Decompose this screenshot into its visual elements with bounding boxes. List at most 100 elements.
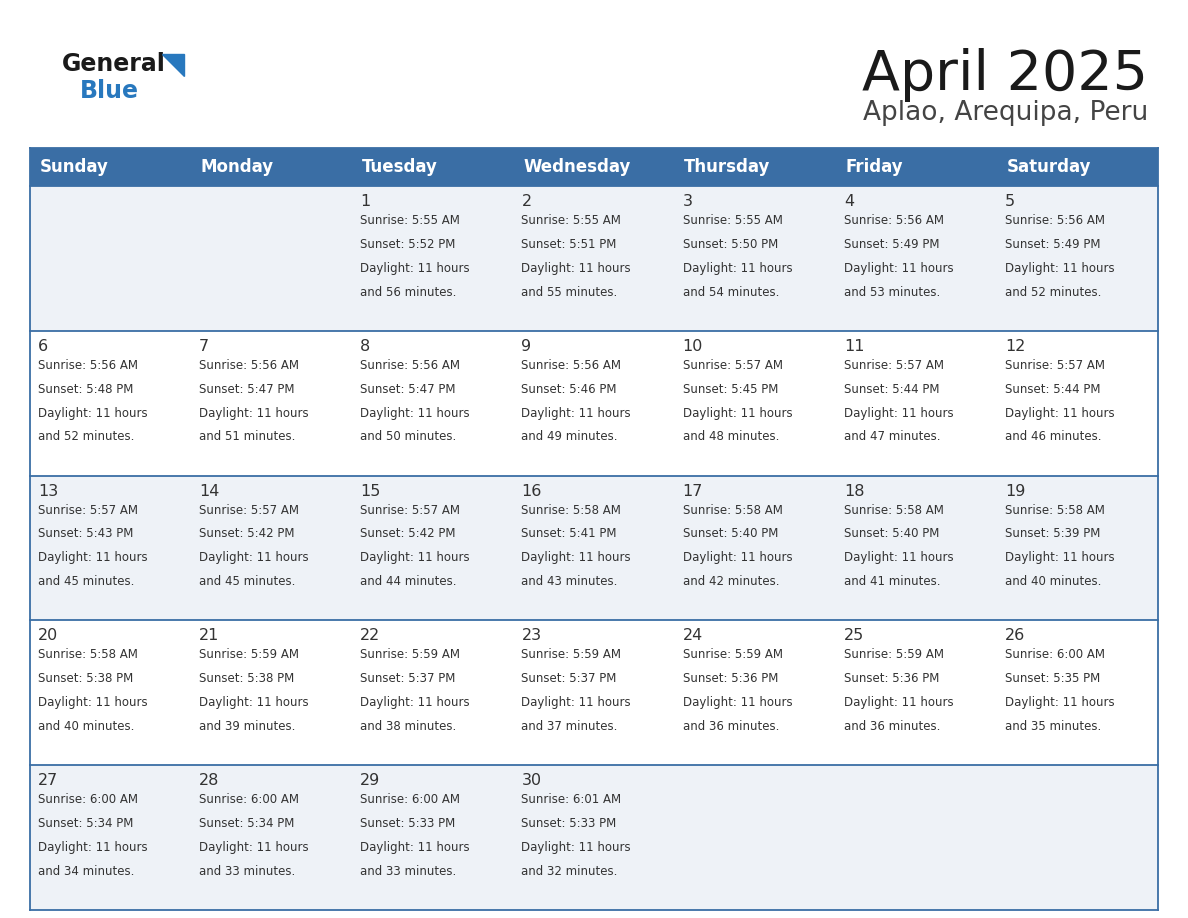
Text: April 2025: April 2025 bbox=[862, 48, 1148, 102]
Text: 8: 8 bbox=[360, 339, 371, 353]
Text: Sunrise: 6:00 AM: Sunrise: 6:00 AM bbox=[360, 793, 460, 806]
Bar bbox=[513, 476, 675, 621]
Text: 30: 30 bbox=[522, 773, 542, 789]
Text: Sunday: Sunday bbox=[39, 158, 108, 176]
Text: 9: 9 bbox=[522, 339, 531, 353]
Text: Sunrise: 5:56 AM: Sunrise: 5:56 AM bbox=[360, 359, 460, 372]
Polygon shape bbox=[162, 54, 184, 76]
Text: Sunset: 5:50 PM: Sunset: 5:50 PM bbox=[683, 238, 778, 251]
Text: Sunset: 5:45 PM: Sunset: 5:45 PM bbox=[683, 383, 778, 396]
Text: 11: 11 bbox=[843, 339, 865, 353]
Text: Daylight: 11 hours: Daylight: 11 hours bbox=[1005, 696, 1114, 710]
Bar bbox=[835, 148, 997, 186]
Text: Sunrise: 5:57 AM: Sunrise: 5:57 AM bbox=[843, 359, 943, 372]
Text: Sunrise: 5:56 AM: Sunrise: 5:56 AM bbox=[843, 214, 943, 227]
Text: 10: 10 bbox=[683, 339, 703, 353]
Text: and 56 minutes.: and 56 minutes. bbox=[360, 285, 456, 298]
Text: Monday: Monday bbox=[201, 158, 274, 176]
Text: Sunset: 5:35 PM: Sunset: 5:35 PM bbox=[1005, 672, 1100, 686]
Text: Wednesday: Wednesday bbox=[523, 158, 631, 176]
Bar bbox=[191, 476, 353, 621]
Text: Sunrise: 5:57 AM: Sunrise: 5:57 AM bbox=[1005, 359, 1105, 372]
Text: Sunset: 5:52 PM: Sunset: 5:52 PM bbox=[360, 238, 456, 251]
Bar bbox=[30, 476, 191, 621]
Bar bbox=[835, 621, 997, 766]
Text: and 45 minutes.: and 45 minutes. bbox=[38, 576, 134, 588]
Bar bbox=[30, 148, 191, 186]
Text: Sunrise: 6:00 AM: Sunrise: 6:00 AM bbox=[38, 793, 138, 806]
Bar bbox=[997, 148, 1158, 186]
Text: Sunrise: 5:56 AM: Sunrise: 5:56 AM bbox=[522, 359, 621, 372]
Text: and 40 minutes.: and 40 minutes. bbox=[1005, 576, 1101, 588]
Text: Sunset: 5:42 PM: Sunset: 5:42 PM bbox=[360, 528, 456, 541]
Text: Sunset: 5:44 PM: Sunset: 5:44 PM bbox=[843, 383, 940, 396]
Text: and 39 minutes.: and 39 minutes. bbox=[200, 720, 296, 733]
Bar bbox=[191, 148, 353, 186]
Text: and 54 minutes.: and 54 minutes. bbox=[683, 285, 779, 298]
Text: Daylight: 11 hours: Daylight: 11 hours bbox=[843, 407, 954, 420]
Text: Sunset: 5:49 PM: Sunset: 5:49 PM bbox=[1005, 238, 1100, 251]
Bar bbox=[30, 766, 191, 910]
Text: Sunset: 5:51 PM: Sunset: 5:51 PM bbox=[522, 238, 617, 251]
Text: 19: 19 bbox=[1005, 484, 1025, 498]
Text: Sunrise: 5:57 AM: Sunrise: 5:57 AM bbox=[200, 504, 299, 517]
Text: Sunset: 5:37 PM: Sunset: 5:37 PM bbox=[522, 672, 617, 686]
Text: 5: 5 bbox=[1005, 194, 1015, 209]
Text: Daylight: 11 hours: Daylight: 11 hours bbox=[1005, 407, 1114, 420]
Text: 21: 21 bbox=[200, 629, 220, 644]
Bar bbox=[675, 148, 835, 186]
Text: Sunrise: 5:56 AM: Sunrise: 5:56 AM bbox=[38, 359, 138, 372]
Text: Sunrise: 6:01 AM: Sunrise: 6:01 AM bbox=[522, 793, 621, 806]
Bar bbox=[835, 766, 997, 910]
Text: Sunrise: 5:58 AM: Sunrise: 5:58 AM bbox=[1005, 504, 1105, 517]
Text: Sunrise: 5:58 AM: Sunrise: 5:58 AM bbox=[843, 504, 943, 517]
Text: Sunrise: 5:58 AM: Sunrise: 5:58 AM bbox=[522, 504, 621, 517]
Bar bbox=[997, 476, 1158, 621]
Text: and 50 minutes.: and 50 minutes. bbox=[360, 431, 456, 443]
Text: 16: 16 bbox=[522, 484, 542, 498]
Text: Sunrise: 5:57 AM: Sunrise: 5:57 AM bbox=[683, 359, 783, 372]
Text: Sunrise: 5:59 AM: Sunrise: 5:59 AM bbox=[200, 648, 299, 661]
Text: and 53 minutes.: and 53 minutes. bbox=[843, 285, 940, 298]
Text: Sunset: 5:41 PM: Sunset: 5:41 PM bbox=[522, 528, 617, 541]
Text: Sunset: 5:43 PM: Sunset: 5:43 PM bbox=[38, 528, 133, 541]
Text: Sunset: 5:37 PM: Sunset: 5:37 PM bbox=[360, 672, 456, 686]
Text: Daylight: 11 hours: Daylight: 11 hours bbox=[522, 552, 631, 565]
Text: Sunrise: 5:59 AM: Sunrise: 5:59 AM bbox=[360, 648, 460, 661]
Text: Blue: Blue bbox=[80, 79, 139, 103]
Text: and 55 minutes.: and 55 minutes. bbox=[522, 285, 618, 298]
Text: 3: 3 bbox=[683, 194, 693, 209]
Bar bbox=[513, 766, 675, 910]
Text: Daylight: 11 hours: Daylight: 11 hours bbox=[360, 552, 470, 565]
Text: Daylight: 11 hours: Daylight: 11 hours bbox=[683, 696, 792, 710]
Text: 27: 27 bbox=[38, 773, 58, 789]
Bar bbox=[191, 186, 353, 330]
Text: and 41 minutes.: and 41 minutes. bbox=[843, 576, 940, 588]
Text: Daylight: 11 hours: Daylight: 11 hours bbox=[200, 841, 309, 854]
Text: Daylight: 11 hours: Daylight: 11 hours bbox=[38, 407, 147, 420]
Text: Sunset: 5:38 PM: Sunset: 5:38 PM bbox=[38, 672, 133, 686]
Text: Sunset: 5:40 PM: Sunset: 5:40 PM bbox=[843, 528, 940, 541]
Bar bbox=[513, 148, 675, 186]
Text: Daylight: 11 hours: Daylight: 11 hours bbox=[200, 696, 309, 710]
Text: Daylight: 11 hours: Daylight: 11 hours bbox=[522, 407, 631, 420]
Bar bbox=[353, 148, 513, 186]
Text: Daylight: 11 hours: Daylight: 11 hours bbox=[360, 407, 470, 420]
Text: Sunset: 5:42 PM: Sunset: 5:42 PM bbox=[200, 528, 295, 541]
Text: Sunrise: 5:59 AM: Sunrise: 5:59 AM bbox=[522, 648, 621, 661]
Text: Daylight: 11 hours: Daylight: 11 hours bbox=[200, 552, 309, 565]
Text: 6: 6 bbox=[38, 339, 49, 353]
Text: Sunset: 5:33 PM: Sunset: 5:33 PM bbox=[522, 817, 617, 830]
Text: and 36 minutes.: and 36 minutes. bbox=[683, 720, 779, 733]
Bar bbox=[675, 766, 835, 910]
Text: and 42 minutes.: and 42 minutes. bbox=[683, 576, 779, 588]
Text: Sunset: 5:47 PM: Sunset: 5:47 PM bbox=[360, 383, 456, 396]
Text: and 35 minutes.: and 35 minutes. bbox=[1005, 720, 1101, 733]
Bar bbox=[997, 766, 1158, 910]
Text: 29: 29 bbox=[360, 773, 380, 789]
Bar bbox=[675, 621, 835, 766]
Text: Tuesday: Tuesday bbox=[362, 158, 438, 176]
Text: Sunrise: 5:55 AM: Sunrise: 5:55 AM bbox=[360, 214, 460, 227]
Text: Thursday: Thursday bbox=[684, 158, 771, 176]
Bar bbox=[353, 621, 513, 766]
